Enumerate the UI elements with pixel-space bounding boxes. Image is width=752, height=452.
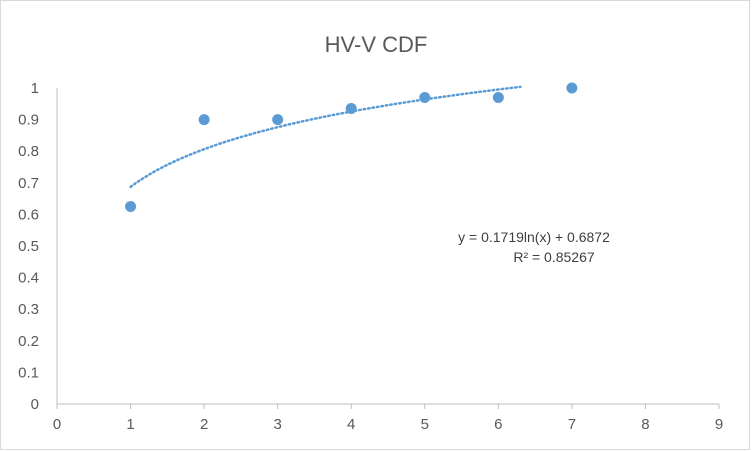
- trendline-equation: y = 0.1719ln(x) + 0.6872: [458, 229, 610, 245]
- data-point: [198, 114, 210, 126]
- y-tick-label: 0.9: [18, 112, 39, 129]
- tick-labels: 0 1 2 3 4 5 6 7 8 9 0 0.1 0.2 0.3 0.4 0.5 0.6 0.7 0.8 0.9 1: [18, 80, 723, 433]
- data-point: [419, 91, 431, 103]
- x-tick-label: 1: [126, 416, 134, 433]
- x-tick-label: 6: [494, 416, 502, 433]
- trendline-r2: R² = 0.85267: [513, 249, 595, 265]
- y-tick-label: 0.6: [18, 206, 39, 223]
- data-point: [272, 114, 284, 126]
- data-point: [492, 91, 504, 103]
- y-tick-label: 0.4: [18, 270, 39, 287]
- data-points: [125, 82, 578, 212]
- x-tick-label: 9: [715, 416, 723, 433]
- y-tick-label: 0.8: [18, 143, 39, 160]
- y-tick-label: 1: [31, 80, 39, 97]
- x-tick-label: 3: [273, 416, 281, 433]
- chart-title: HV-V CDF: [325, 32, 428, 57]
- y-tick-label: 0.1: [18, 364, 39, 381]
- y-tick-label: 0.7: [18, 175, 39, 192]
- y-tick-label: 0.5: [18, 238, 39, 255]
- data-point: [345, 103, 357, 115]
- x-tick-label: 4: [347, 416, 355, 433]
- data-point: [125, 201, 137, 212]
- x-tick-label: 0: [53, 416, 61, 433]
- x-tick-label: 7: [568, 416, 576, 433]
- x-tick-label: 8: [641, 416, 649, 433]
- trendline: [129, 85, 522, 189]
- y-tick-label: 0.2: [18, 333, 39, 350]
- y-tick-label: 0.3: [18, 301, 39, 318]
- x-tick-label: 2: [200, 416, 208, 433]
- trendline-path: [129, 85, 522, 189]
- axes: [56, 88, 720, 409]
- data-point: [566, 82, 578, 94]
- x-tick-label: 5: [421, 416, 429, 433]
- y-tick-label: 0: [31, 396, 39, 413]
